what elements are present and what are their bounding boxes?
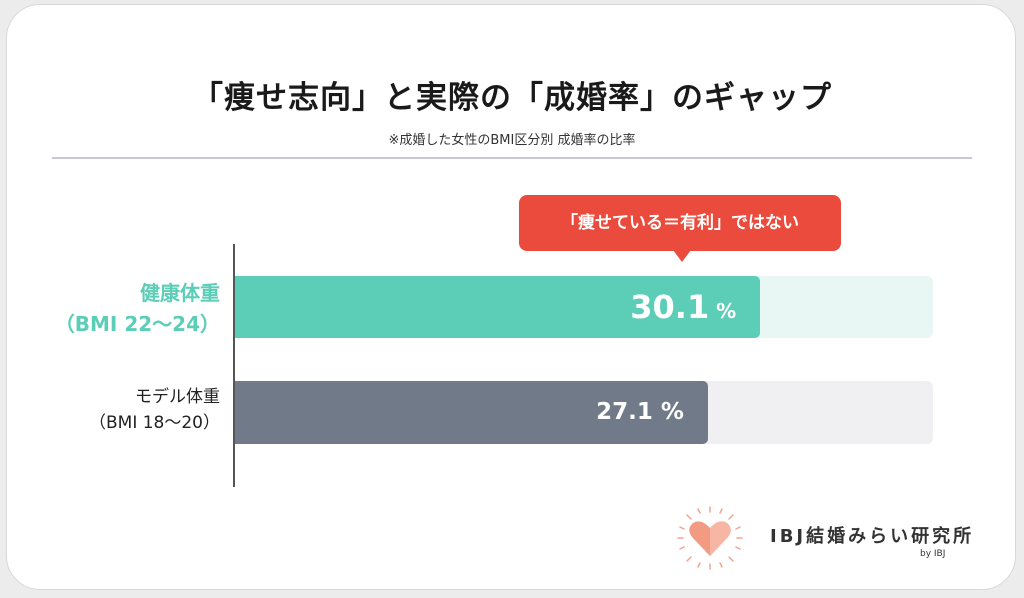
category-label-line2: （BMI 18〜20）	[88, 413, 220, 434]
logo-text: IBJ結婚みらい研究所	[770, 526, 975, 547]
bar-value-number: 27.1	[596, 399, 653, 425]
callout-tail	[673, 250, 691, 262]
category-label: モデル体重 （BMI 18〜20）	[40, 384, 220, 437]
chart-subtitle: ※成婚した女性のBMI区分別 成婚率の比率	[388, 133, 636, 148]
callout-bubble: 「痩せている＝有利」ではない	[519, 195, 841, 251]
bar-value-number: 30.1	[630, 288, 710, 326]
bar-value-label: 30.1 %	[536, 276, 736, 338]
logo-by: by IBJ	[920, 549, 946, 559]
y-axis-line	[233, 244, 235, 487]
category-label-line1: 健康体重	[140, 281, 220, 305]
category-label: 健康体重 （BMI 22〜24）	[40, 278, 220, 340]
bar-value-label: 27.1 %	[484, 381, 684, 444]
ibj-logo	[672, 503, 1002, 573]
category-label-line2: （BMI 22〜24）	[54, 312, 220, 336]
heart-sun-icon	[677, 506, 743, 570]
chart-title: 「痩せ志向」と実際の「成婚率」のギャップ	[192, 80, 832, 116]
bar-0	[235, 276, 761, 338]
title-divider	[52, 157, 972, 159]
bar-value-unit: %	[709, 299, 737, 323]
category-label-line1: モデル体重	[135, 387, 220, 407]
bar-value-unit: %	[652, 399, 684, 425]
bar-1	[235, 381, 708, 444]
